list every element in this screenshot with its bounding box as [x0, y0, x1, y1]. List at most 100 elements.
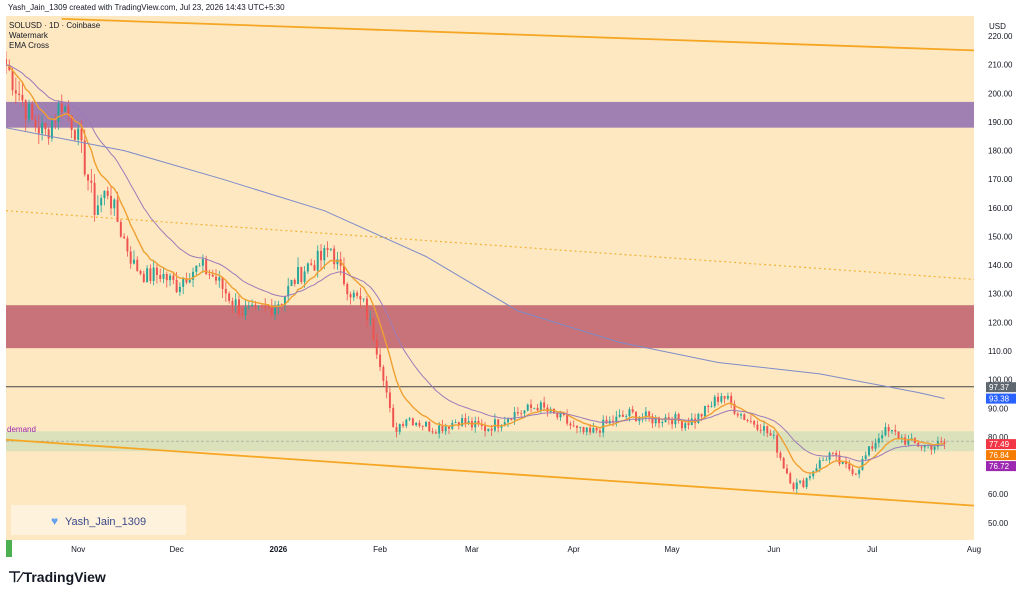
- chart-area[interactable]: USD 50.0060.0070.0080.0090.00100.00110.0…: [5, 16, 1018, 557]
- candle-body: [402, 424, 405, 426]
- candle-body: [369, 318, 372, 320]
- price-tick-label: 120.00: [988, 318, 1013, 327]
- candle-body: [559, 412, 562, 418]
- candle-body: [523, 410, 526, 414]
- channel-lower-line: [5, 438, 975, 507]
- price-badge-label: 76.72: [989, 462, 1010, 471]
- tradingview-logo-icon: ⊤⁄: [8, 569, 22, 586]
- candle-body: [77, 128, 80, 140]
- candle-body: [313, 264, 316, 271]
- demand-zone-label: demand: [7, 425, 36, 434]
- candle-body: [172, 275, 175, 280]
- ema-long-line: [5, 127, 945, 399]
- candle-body: [644, 411, 647, 418]
- candle-body: [349, 294, 352, 298]
- candle-body: [907, 440, 910, 445]
- candle-body: [113, 199, 116, 209]
- time-tick-label: Mar: [465, 545, 479, 554]
- price-tick-label: 150.00: [988, 232, 1013, 241]
- candle-body: [333, 248, 336, 265]
- candle-body: [352, 292, 355, 298]
- candle-body: [464, 418, 467, 424]
- candle-body: [205, 258, 208, 275]
- candle-body: [487, 428, 490, 432]
- candle-body: [530, 404, 533, 408]
- candle-body: [41, 123, 44, 134]
- candle-body: [303, 271, 306, 282]
- chart-legend: SOLUSD · 1D · Coinbase Watermark EMA Cro…: [9, 21, 101, 50]
- candle-body: [64, 106, 67, 112]
- candle-body: [943, 441, 946, 444]
- candle-body: [575, 425, 578, 428]
- candle-body: [27, 104, 30, 120]
- candle-body: [667, 417, 670, 420]
- candle-body: [730, 395, 733, 404]
- candle-body: [513, 412, 516, 420]
- brand-name: TradingView: [23, 569, 106, 585]
- candle-body: [132, 259, 135, 264]
- candle-body: [398, 424, 401, 432]
- candle-body: [818, 460, 821, 469]
- watermark-box: [11, 505, 186, 535]
- candle-body: [24, 100, 27, 120]
- candle-body: [431, 431, 434, 433]
- candle-body: [159, 274, 162, 279]
- candle-body: [628, 409, 631, 417]
- candle-body: [769, 433, 772, 436]
- price-chart[interactable]: USD 50.0060.0070.0080.0090.00100.00110.0…: [5, 16, 1018, 557]
- candle-body: [877, 438, 880, 443]
- candle-body: [198, 265, 201, 267]
- candle-body: [434, 432, 437, 434]
- candle-body: [142, 273, 145, 282]
- candle-body: [497, 419, 500, 428]
- candle-body: [165, 273, 168, 281]
- candle-body: [733, 403, 736, 414]
- candle-body: [621, 414, 624, 417]
- candle-body: [11, 70, 14, 91]
- chart-created-caption: Yash_Jain_1309 created with TradingView.…: [8, 3, 285, 12]
- price-axis[interactable]: USD 50.0060.0070.0080.0090.00100.00110.0…: [974, 16, 1018, 557]
- candle-body: [723, 396, 726, 399]
- candle-body: [726, 395, 729, 399]
- heart-icon: ♥: [51, 514, 58, 528]
- price-tick-label: 200.00: [988, 89, 1013, 98]
- candle-body: [831, 452, 834, 454]
- candle-body: [897, 431, 900, 439]
- candle-body: [444, 426, 447, 432]
- candle-body: [631, 409, 634, 412]
- candle-body: [782, 457, 785, 469]
- candle-body: [116, 199, 119, 222]
- candle-body: [169, 275, 172, 281]
- time-tick-label: 2026: [269, 545, 287, 554]
- candle-body: [421, 425, 424, 427]
- price-tick-label: 170.00: [988, 175, 1013, 184]
- candle-body: [129, 251, 132, 264]
- candle-body: [710, 406, 713, 408]
- watermark-indicator-label: Watermark: [9, 31, 49, 40]
- time-axis[interactable]: Nov Dec 2026 Feb Mar Apr May Jun Jul Aug: [6, 540, 981, 557]
- candle-body: [372, 318, 375, 340]
- candle-body: [864, 455, 867, 459]
- candle-body: [785, 468, 788, 474]
- candle-body: [388, 392, 391, 408]
- candle-body: [490, 428, 493, 431]
- candle-body: [408, 418, 411, 420]
- candle-body: [749, 420, 752, 422]
- candle-body: [274, 306, 277, 315]
- dotted-trend-line: [5, 210, 975, 281]
- candle-body: [201, 258, 204, 266]
- candle-body: [904, 437, 907, 445]
- candle-body: [415, 422, 418, 426]
- candle-body: [461, 418, 464, 426]
- channel-upper-line: [61, 17, 975, 52]
- candle-body: [37, 127, 40, 134]
- price-tick-label: 110.00: [988, 347, 1012, 356]
- candle-body: [697, 413, 700, 424]
- time-tick-label: Nov: [71, 545, 85, 554]
- candle-body: [467, 421, 470, 424]
- price-tick-label: 90.00: [988, 404, 1009, 413]
- candle-body: [539, 402, 542, 411]
- candle-body: [680, 420, 683, 429]
- candle-body: [438, 425, 441, 434]
- candle-body: [894, 429, 897, 432]
